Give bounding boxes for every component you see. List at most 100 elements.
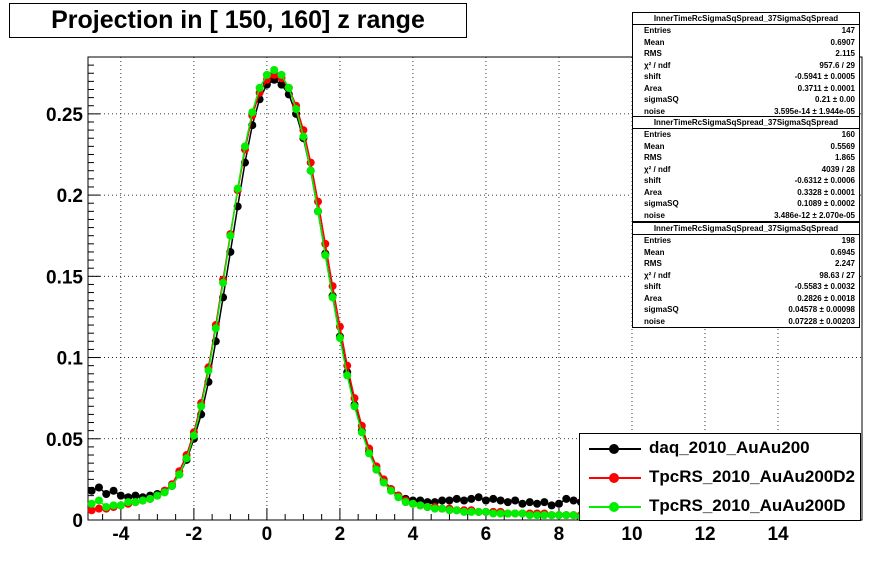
y-tick-label: 0.2 [57,186,83,207]
data-point-2 [474,507,483,516]
data-point-2 [204,366,213,375]
data-point-0 [87,486,96,495]
data-point-2 [284,83,293,92]
data-point-2 [423,503,432,512]
stats-box-1: InnerTimeRcSigmaSqSpread_37SigmaSqSpread… [632,12,860,118]
data-point-0 [554,499,563,508]
data-point-0 [569,496,578,505]
data-point-2 [138,496,147,505]
stats-label: sigmaSQ [644,305,679,314]
stats-value: 0.6907 [830,37,855,47]
stats-value: -0.5941 ± 0.0005 [794,72,855,81]
data-point-2 [226,231,235,240]
legend-label: daq_2010_AuAu200 [649,438,810,457]
stats-value: 2.247 [834,259,855,268]
stats-value: 0.3711 ± 0.0001 [797,83,855,93]
data-point-2 [525,511,534,520]
data-point-2 [102,503,111,512]
data-point-0 [518,499,527,508]
stats-value: 3.595e-14 ± 1.944e-05 [774,106,855,116]
stats-value: 0.3328 ± 0.0001 [797,187,855,197]
stats-label: RMS [644,153,662,162]
stats-row: noise 0.07228 ± 0.00203 [633,316,859,328]
legend-entry-tpcrs-d: TpcRS_2010_AuAu200D [580,492,860,520]
stats-title: InnerTimeRcSigmaSqSpread_37SigmaSqSpread [633,13,859,25]
data-point-0 [277,80,286,89]
stats-row: χ² / ndf 4039 / 28 [633,164,859,176]
data-point-2 [314,207,323,216]
stats-row: Mean 0.6907 [633,37,859,49]
legend-label: TpcRS_2010_AuAu200D2 [649,467,855,486]
stats-label: Area [644,83,662,93]
stats-row: Area 0.3711 ± 0.0001 [633,83,859,95]
stats-value: 98.63 / 27 [819,270,855,280]
data-point-0 [460,496,469,505]
stats-label: shift [644,282,661,291]
stats-value: -0.6312 ± 0.0006 [794,176,855,185]
data-point-2 [94,496,103,505]
stats-label: noise [644,210,665,220]
data-point-2 [489,509,498,518]
data-point-2 [262,70,271,79]
data-point-0 [131,491,140,500]
data-point-2 [460,507,469,516]
data-point-2 [416,501,425,510]
data-point-2 [175,470,184,479]
stats-label: Area [644,187,662,197]
data-point-2 [350,402,359,411]
data-point-2 [197,402,206,411]
data-point-2 [452,506,461,515]
chart-title: Projection in [ 150, 160] z range [51,6,425,34]
stats-value: -0.5583 ± 0.0032 [794,282,855,291]
stats-label: shift [644,72,661,81]
data-point-2 [562,511,571,520]
stats-box-2: InnerTimeRcSigmaSqSpread_37SigmaSqSpread… [632,116,860,222]
stats-row: Entries 160 [633,129,859,141]
stats-label: Mean [644,247,665,257]
stats-label: noise [644,106,665,116]
stats-value: 0.2826 ± 0.0018 [797,293,855,303]
stats-row: RMS 1.865 [633,152,859,164]
legend-marker [609,444,619,454]
data-point-2 [467,507,476,516]
data-point-0 [547,501,556,510]
data-point-0 [562,494,571,503]
data-point-2 [219,278,228,287]
data-point-2 [394,493,403,502]
data-point-2 [167,481,176,490]
x-tick-label: 6 [481,524,492,545]
stats-row: χ² / ndf 957.6 / 29 [633,60,859,72]
stats-row: Entries 198 [633,235,859,247]
stats-label: χ² / ndf [644,270,671,280]
data-point-0 [481,496,490,505]
stats-row: Mean 0.5569 [633,141,859,153]
stats-row: noise 3.486e-12 ± 2.070e-05 [633,210,859,222]
stats-row: RMS 2.115 [633,48,859,60]
x-tick-label: 14 [767,524,789,545]
y-tick-label: 0.05 [46,430,83,451]
data-point-2 [518,509,527,518]
data-point-1 [87,506,96,515]
stats-row: shift -0.5583 ± 0.0032 [633,281,859,293]
data-point-2 [189,431,198,440]
stats-value: 0.04578 ± 0.00098 [788,305,855,314]
data-point-0 [467,494,476,503]
legend-entry-daq: daq_2010_AuAu200 [580,434,860,462]
data-point-2 [87,499,96,508]
data-point-0 [116,491,125,500]
stats-row: Area 0.2826 ± 0.0018 [633,293,859,305]
y-tick-label: 0.15 [46,267,83,288]
x-tick-label: 0 [262,524,273,545]
stats-row: sigmaSQ 0.21 ± 0.00 [633,94,859,106]
data-point-2 [233,184,242,193]
legend-marker [609,502,619,512]
data-point-0 [503,498,512,507]
stats-row: sigmaSQ 0.1089 ± 0.0002 [633,198,859,210]
data-point-2 [292,104,301,113]
data-point-0 [102,490,111,499]
data-point-0 [94,483,103,492]
x-tick-label: 8 [554,524,565,545]
stats-label: noise [644,316,665,326]
stats-label: sigmaSQ [644,199,679,208]
data-point-0 [438,496,447,505]
